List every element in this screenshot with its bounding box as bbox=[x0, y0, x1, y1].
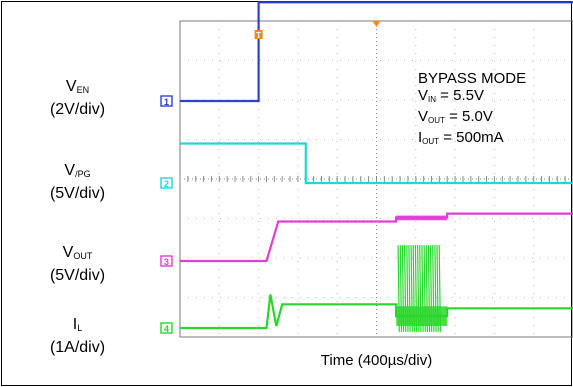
channel-3-label: VOUT (5V/div) bbox=[49, 244, 106, 284]
channel-4-marker-label: 4 bbox=[164, 324, 169, 334]
trigger-marker bbox=[254, 30, 263, 39]
channel-3-marker-label: 3 bbox=[164, 257, 169, 267]
channel-4-label: IL (1A/div) bbox=[49, 316, 106, 356]
channel-2-label: V/PG (5V/div) bbox=[49, 162, 106, 202]
channel-1-marker-label: 1 bbox=[164, 97, 169, 107]
channel-3-trace bbox=[180, 212, 573, 263]
annotation-mode: BYPASS MODE bbox=[418, 70, 527, 87]
test-conditions-annotation: BYPASS MODE VIN = 5.5V VOUT = 5.0V IOUT … bbox=[418, 70, 526, 150]
channel-2-trace bbox=[180, 142, 573, 185]
channel-3-marker bbox=[160, 255, 173, 267]
trigger-position-arrow bbox=[372, 21, 381, 27]
inductor-current-burst bbox=[397, 245, 441, 332]
channel-2-marker bbox=[160, 177, 173, 189]
x-axis-label: Time (400µs/div) bbox=[320, 352, 433, 369]
channel-4-marker bbox=[160, 322, 173, 334]
channel-1-trace bbox=[180, 1, 573, 103]
annotation-vout: VOUT = 5.0V bbox=[418, 108, 493, 125]
channel-1-label: VEN (2V/div) bbox=[49, 78, 106, 118]
annotation-iout: IOUT = 500mA bbox=[418, 129, 504, 146]
channel-1-marker bbox=[160, 95, 173, 107]
trigger-marker-label: T bbox=[256, 31, 261, 40]
inductor-current-burst-band bbox=[396, 306, 448, 327]
annotation-vin: VIN = 5.5V bbox=[418, 87, 484, 104]
channel-4-trace bbox=[180, 294, 573, 330]
output-voltage-ripple bbox=[396, 215, 448, 221]
channel-2-marker-label: 2 bbox=[164, 179, 169, 189]
